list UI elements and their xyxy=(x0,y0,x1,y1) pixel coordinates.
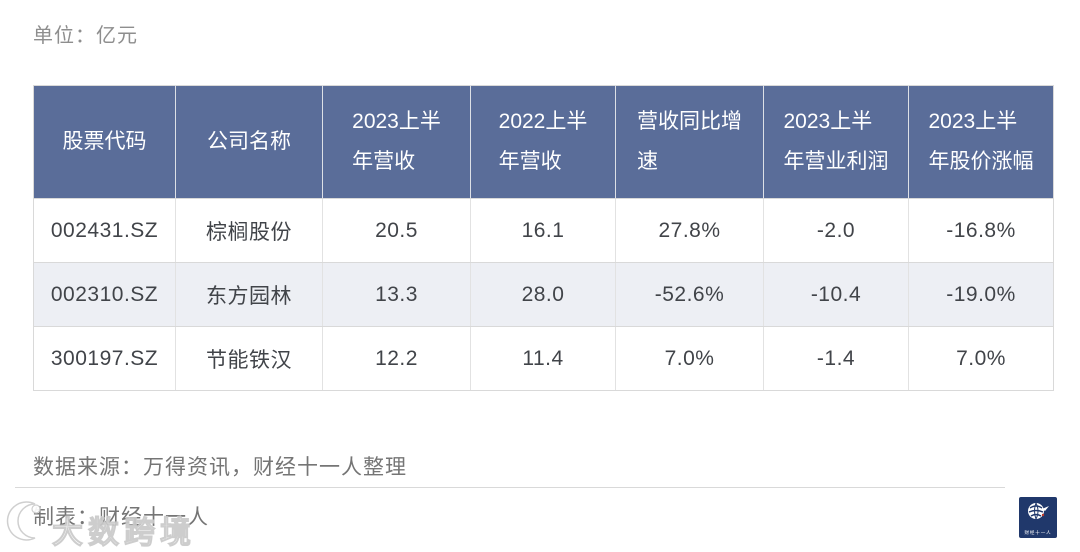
cell-company-name: 棕榈股份 xyxy=(175,198,323,263)
cell-operating-profit: -2.0 xyxy=(763,198,909,263)
column-header-2023h1-revenue: 2023上半 年营收 xyxy=(322,85,471,199)
cell-2022h1-revenue: 16.1 xyxy=(470,198,616,263)
data-source-note: 数据来源：万得资讯，财经十一人整理 xyxy=(33,456,407,479)
cell-2023h1-revenue: 12.2 xyxy=(322,326,471,391)
credit-note: 制表：财经十一人 xyxy=(33,506,209,529)
table-row-300197: 300197.SZ 节能铁汉 12.2 11.4 7.0% -1.4 7.0% xyxy=(33,326,1054,391)
cell-stock-change: -16.8% xyxy=(908,198,1054,263)
column-header-yoy-growth: 营收同比增 速 xyxy=(615,85,764,199)
cell-operating-profit: -10.4 xyxy=(763,262,909,327)
table-row-002431: 002431.SZ 棕榈股份 20.5 16.1 27.8% -2.0 -16.… xyxy=(33,198,1054,263)
table-body: 002431.SZ 棕榈股份 20.5 16.1 27.8% -2.0 -16.… xyxy=(33,198,1054,391)
header-row: 股票代码 公司名称 2023上半 年营收 2022上半 年营收 营收同比增 速 … xyxy=(33,85,1054,199)
header-label: 2022上半 年营收 xyxy=(498,110,588,173)
cell-yoy-growth: 7.0% xyxy=(615,326,764,391)
cell-operating-profit: -1.4 xyxy=(763,326,909,391)
header-label: 股票代码 xyxy=(62,130,147,153)
financial-table: 股票代码 公司名称 2023上半 年营收 2022上半 年营收 营收同比增 速 … xyxy=(33,85,1054,391)
column-header-2022h1-revenue: 2022上半 年营收 xyxy=(470,85,616,199)
cell-2023h1-revenue: 20.5 xyxy=(322,198,471,263)
brand-logo: 财经十一人 xyxy=(1019,497,1057,538)
cell-stock-code: 002310.SZ xyxy=(33,262,176,327)
cell-company-name: 节能铁汉 xyxy=(175,326,323,391)
cell-company-name: 东方园林 xyxy=(175,262,323,327)
cell-stock-change: 7.0% xyxy=(908,326,1054,391)
header-label: 2023上半 年营业利润 xyxy=(783,110,889,173)
header-label: 2023上半 年股价涨幅 xyxy=(928,110,1034,173)
cell-stock-code: 300197.SZ xyxy=(33,326,176,391)
table-row-002310: 002310.SZ 东方园林 13.3 28.0 -52.6% -10.4 -1… xyxy=(33,262,1054,327)
cell-yoy-growth: -52.6% xyxy=(615,262,764,327)
column-header-2023h1-stock-change: 2023上半 年股价涨幅 xyxy=(908,85,1054,199)
cell-2022h1-revenue: 28.0 xyxy=(470,262,616,327)
column-header-company-name: 公司名称 xyxy=(175,85,323,199)
unit-label: 单位：亿元 xyxy=(33,25,138,47)
header-label: 2023上半 年营收 xyxy=(352,110,441,173)
header-label: 公司名称 xyxy=(207,130,291,153)
globe-icon xyxy=(1025,499,1051,530)
cell-stock-code: 002431.SZ xyxy=(33,198,176,263)
header-label: 营收同比增 速 xyxy=(637,110,742,173)
footer-divider xyxy=(15,487,1005,488)
brand-logo-text: 财经十一人 xyxy=(1024,530,1052,536)
table-header: 股票代码 公司名称 2023上半 年营收 2022上半 年营收 营收同比增 速 … xyxy=(33,85,1054,199)
cell-stock-change: -19.0% xyxy=(908,262,1054,327)
cell-2023h1-revenue: 13.3 xyxy=(322,262,471,327)
cell-yoy-growth: 27.8% xyxy=(615,198,764,263)
column-header-2023h1-operating-profit: 2023上半 年营业利润 xyxy=(763,85,909,199)
column-header-stock-code: 股票代码 xyxy=(33,85,176,199)
cell-2022h1-revenue: 11.4 xyxy=(470,326,616,391)
